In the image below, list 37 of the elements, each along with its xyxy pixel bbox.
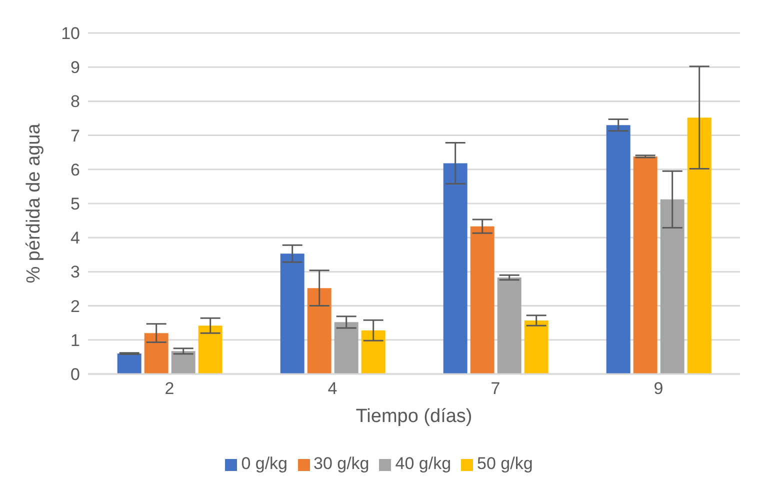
y-tick-label: 8 (70, 92, 80, 112)
x-tick-label: 2 (164, 379, 174, 398)
bar (660, 199, 684, 374)
y-tick-label: 3 (70, 262, 80, 282)
y-tick-label: 4 (70, 228, 80, 248)
legend-label: 0 g/kg (241, 454, 288, 473)
bar (307, 288, 332, 374)
y-tick-label: 7 (70, 126, 80, 146)
y-tick-label: 9 (70, 58, 80, 78)
x-axis-title: Tiempo (días) (356, 406, 472, 427)
legend-label: 50 g/kg (477, 454, 533, 473)
bar (198, 326, 222, 374)
legend-label: 30 g/kg (314, 454, 370, 473)
x-tick-label: 4 (328, 379, 338, 398)
bar (443, 163, 468, 374)
y-tick-label: 0 (70, 365, 80, 384)
y-tick-label: 5 (70, 194, 80, 214)
bar (171, 351, 196, 374)
bar (687, 118, 712, 374)
bar (280, 254, 304, 374)
bar (497, 277, 522, 374)
bar (144, 333, 168, 374)
y-tick-label: 1 (70, 330, 80, 350)
bar (524, 320, 548, 374)
y-tick-label: 10 (61, 24, 80, 44)
y-axis-title: % pérdida de agua (24, 123, 45, 284)
y-tick-label: 2 (70, 296, 80, 316)
x-tick-label: 9 (654, 379, 664, 398)
y-tick-label: 6 (70, 160, 80, 180)
bar (361, 330, 386, 374)
legend-label: 40 g/kg (395, 454, 452, 473)
bar (470, 226, 494, 374)
bar (334, 322, 358, 374)
bar (606, 125, 630, 374)
bar (633, 156, 658, 374)
x-tick-label: 7 (490, 379, 500, 398)
bar (117, 354, 142, 374)
